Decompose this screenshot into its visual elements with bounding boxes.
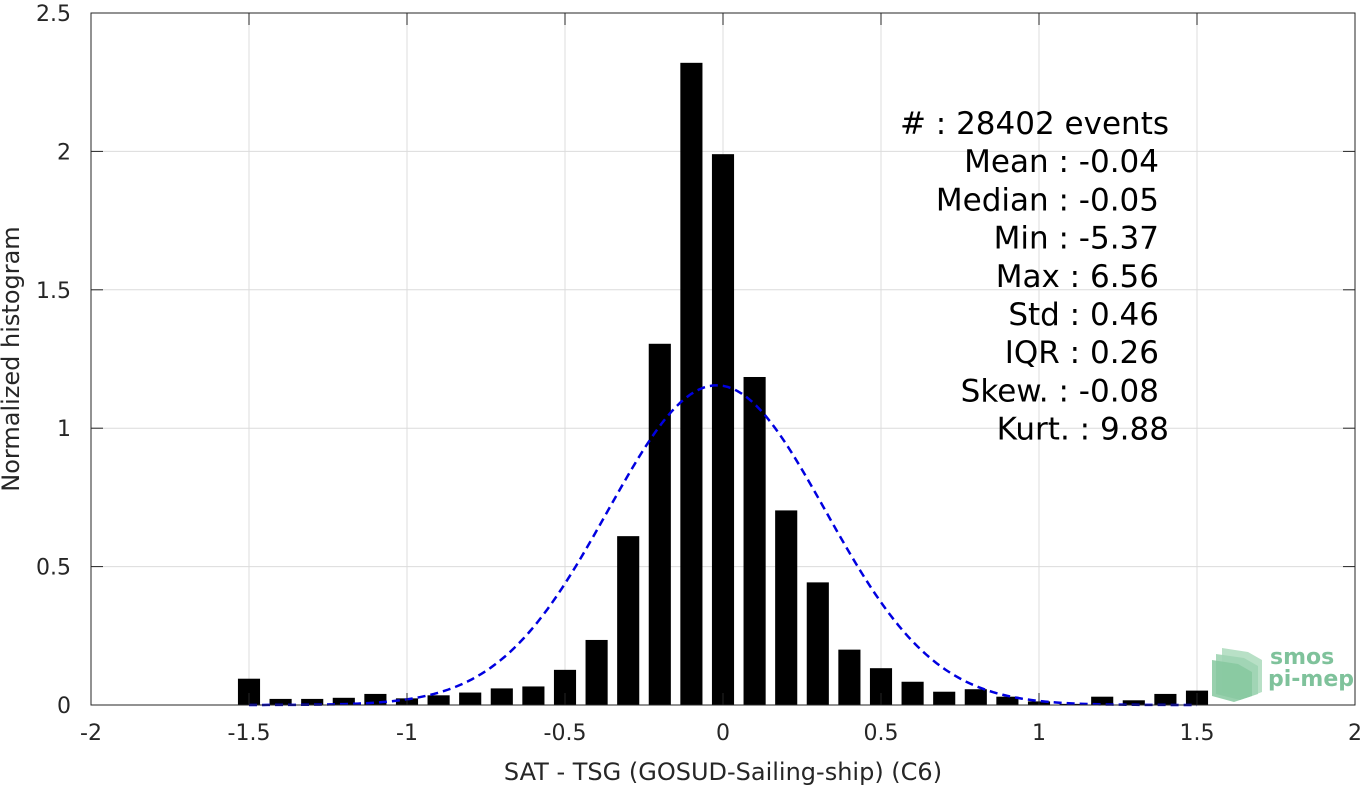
histogram-bar <box>522 686 545 705</box>
stat-line: IQR : 0.26 <box>1005 335 1159 371</box>
histogram-bar <box>490 688 513 705</box>
y-tick-label: 2.5 <box>36 2 71 27</box>
histogram-bar <box>553 669 577 705</box>
histogram-bar <box>364 693 387 705</box>
y-tick-label: 1 <box>57 417 71 442</box>
x-tick-label: -1.5 <box>228 721 271 746</box>
histogram-bar <box>806 582 829 705</box>
histogram-bar <box>332 697 355 705</box>
logo-text-smos: smos <box>1270 645 1334 670</box>
histogram-bar <box>427 695 450 705</box>
x-tick-label: -1 <box>396 721 418 746</box>
histogram-bar <box>743 376 766 705</box>
x-tick-labels: -2 -1.5 -1 -0.5 0 0.5 1 1.5 2 <box>80 721 1362 746</box>
x-tick-label: -0.5 <box>544 721 587 746</box>
x-tick-label: 0 <box>716 721 730 746</box>
stat-line: Mean : -0.04 <box>964 144 1159 180</box>
stat-line: Std : 0.46 <box>1008 297 1159 333</box>
histogram-bar <box>964 689 987 705</box>
histogram-bar <box>1091 696 1114 705</box>
y-tick-labels: 0 0.5 1 1.5 2 2.5 <box>36 2 71 719</box>
logo-layers-icon <box>1212 648 1262 702</box>
bars <box>237 62 1209 706</box>
histogram-bar <box>617 536 640 705</box>
stat-line: Max : 6.56 <box>996 259 1159 295</box>
histogram-bar <box>711 154 735 706</box>
histogram-bar <box>648 343 671 705</box>
smos-pi-mep-logo: smos pi-mep <box>1212 645 1354 702</box>
histogram-bar <box>869 668 893 705</box>
histogram-bar <box>775 510 798 705</box>
stat-line: # : 28402 events <box>900 106 1169 142</box>
x-axis-label: SAT - TSG (GOSUD-Sailing-ship) (C6) <box>504 758 942 786</box>
y-tick-label: 0 <box>57 694 71 719</box>
histogram-bar <box>838 649 861 705</box>
tick-marks <box>90 12 1356 706</box>
logo-text-pi-mep: pi-mep <box>1268 667 1354 692</box>
x-tick-label: 2 <box>1348 721 1362 746</box>
y-tick-label: 1.5 <box>36 279 71 304</box>
histogram-bar <box>585 639 608 705</box>
x-tick-label: 1.5 <box>1180 721 1215 746</box>
histogram-bar <box>1154 693 1177 705</box>
histogram-bar <box>680 62 703 706</box>
histogram-bar <box>237 678 261 705</box>
stat-line: Kurt. : 9.88 <box>997 412 1169 448</box>
histogram-bar <box>901 681 924 705</box>
x-tick-label: -2 <box>80 721 102 746</box>
stat-line: Skew. : -0.08 <box>961 373 1159 409</box>
x-tick-label: 0.5 <box>864 721 899 746</box>
y-axis-label: Normalized histogram <box>0 226 25 491</box>
histogram-bar <box>1122 700 1145 705</box>
x-tick-label: 1 <box>1032 721 1046 746</box>
stat-line: Median : -0.05 <box>936 182 1159 218</box>
histogram-bar <box>996 696 1019 705</box>
stat-line: Min : -5.37 <box>994 221 1159 257</box>
histogram-bar <box>459 692 482 705</box>
histogram-bar <box>269 698 292 705</box>
y-tick-label: 0.5 <box>36 556 71 581</box>
histogram-bar <box>301 698 324 705</box>
y-tick-label: 2 <box>57 140 71 165</box>
histogram-bar <box>933 691 956 705</box>
